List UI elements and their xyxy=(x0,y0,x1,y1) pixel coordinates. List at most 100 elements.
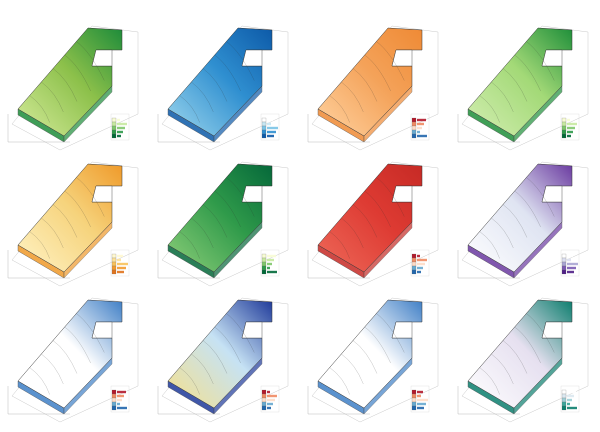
legend-swatch xyxy=(111,117,117,123)
legend-swatch xyxy=(411,401,417,407)
legend-swatch xyxy=(111,389,117,395)
panel-10 xyxy=(157,297,289,423)
legend-swatch xyxy=(411,397,417,403)
histogram-bar xyxy=(567,262,578,266)
contour-line xyxy=(29,367,50,395)
histogram-bar xyxy=(267,130,276,134)
histogram-bar xyxy=(117,254,123,258)
legend-swatch xyxy=(561,253,567,259)
contour-line xyxy=(364,54,391,92)
histogram-bar xyxy=(567,126,575,130)
legend-swatch xyxy=(411,389,417,395)
histogram-bar xyxy=(267,270,277,274)
contour-line xyxy=(226,41,255,81)
histogram-bar xyxy=(417,262,425,266)
panel-7 xyxy=(307,161,439,287)
contour-line xyxy=(214,326,241,364)
histogram-bar xyxy=(267,134,274,138)
contour-line xyxy=(202,204,228,238)
contour-line xyxy=(76,41,105,81)
legend-frame xyxy=(260,249,280,277)
contour-line xyxy=(341,353,364,385)
legend-swatch xyxy=(261,121,267,127)
legend-frame xyxy=(260,113,280,141)
histogram-bar xyxy=(267,254,276,258)
histogram-bar xyxy=(117,394,124,398)
contour-line xyxy=(364,326,391,364)
histogram-bar xyxy=(567,390,576,394)
histogram-bar xyxy=(267,406,271,410)
contour-line xyxy=(214,190,241,228)
histogram-bar xyxy=(417,134,427,138)
histogram-bar xyxy=(417,402,426,406)
contour-line xyxy=(226,177,255,217)
legend-swatch xyxy=(411,261,417,267)
legend-swatch xyxy=(111,393,117,399)
legend-frame xyxy=(560,385,580,413)
legend-swatch xyxy=(261,393,267,399)
contour-line xyxy=(76,313,105,353)
legend-swatch xyxy=(411,393,417,399)
legend-swatch xyxy=(561,393,567,399)
contour-line xyxy=(341,217,364,249)
contour-line xyxy=(364,190,391,228)
contour-line xyxy=(502,68,528,102)
legend-frame xyxy=(560,113,580,141)
contour-line xyxy=(352,340,378,374)
legend-swatch xyxy=(261,405,267,411)
histogram-bar xyxy=(567,394,574,398)
panel-11 xyxy=(307,297,439,423)
histogram-bar xyxy=(417,122,424,126)
histogram-bar xyxy=(417,394,421,398)
contour-line xyxy=(479,367,500,395)
histogram-bar xyxy=(117,266,126,270)
histogram-bar xyxy=(567,258,571,262)
contour-line xyxy=(41,353,64,385)
histogram-bar xyxy=(417,406,424,410)
contour-line xyxy=(376,41,405,81)
histogram-bar xyxy=(117,406,127,410)
legend-swatch xyxy=(561,121,567,127)
legend-swatch xyxy=(561,257,567,263)
legend-swatch xyxy=(261,265,267,271)
contour-line xyxy=(52,204,78,238)
contour-line xyxy=(29,231,50,259)
histogram-bar xyxy=(417,126,422,130)
histogram-bar xyxy=(117,126,125,130)
histogram-bar xyxy=(117,402,120,406)
legend-swatch xyxy=(411,257,417,263)
contour-line xyxy=(479,231,500,259)
legend-frame xyxy=(110,113,130,141)
contour-line xyxy=(514,326,541,364)
histogram-bar xyxy=(567,402,570,406)
histogram-bar xyxy=(117,122,127,126)
histogram-bar xyxy=(267,262,272,266)
histogram-bar xyxy=(567,270,574,274)
legend-swatch xyxy=(261,133,267,139)
histogram-bar xyxy=(267,394,277,398)
legend-swatch xyxy=(561,129,567,135)
histogram-bar xyxy=(567,254,573,258)
histogram-bar xyxy=(117,398,122,402)
panel-4 xyxy=(457,25,589,151)
legend-swatch xyxy=(411,133,417,139)
histogram-bar xyxy=(267,258,274,262)
histogram-bar xyxy=(417,130,420,134)
legend-frame xyxy=(410,385,430,413)
legend-frame xyxy=(260,385,280,413)
legend-swatch xyxy=(261,253,267,259)
histogram-bar xyxy=(117,118,120,122)
contour-line xyxy=(64,190,91,228)
legend-swatch xyxy=(261,117,267,123)
legend-swatch xyxy=(111,401,117,407)
contour-line xyxy=(52,340,78,374)
contour-line xyxy=(376,313,405,353)
legend-swatch xyxy=(561,261,567,267)
panel-1 xyxy=(7,25,139,151)
histogram-bar xyxy=(117,258,121,262)
contour-line xyxy=(191,217,214,249)
legend-swatch xyxy=(411,117,417,123)
contour-line xyxy=(526,41,555,81)
contour-line xyxy=(41,81,64,113)
histogram-bar xyxy=(267,398,275,402)
